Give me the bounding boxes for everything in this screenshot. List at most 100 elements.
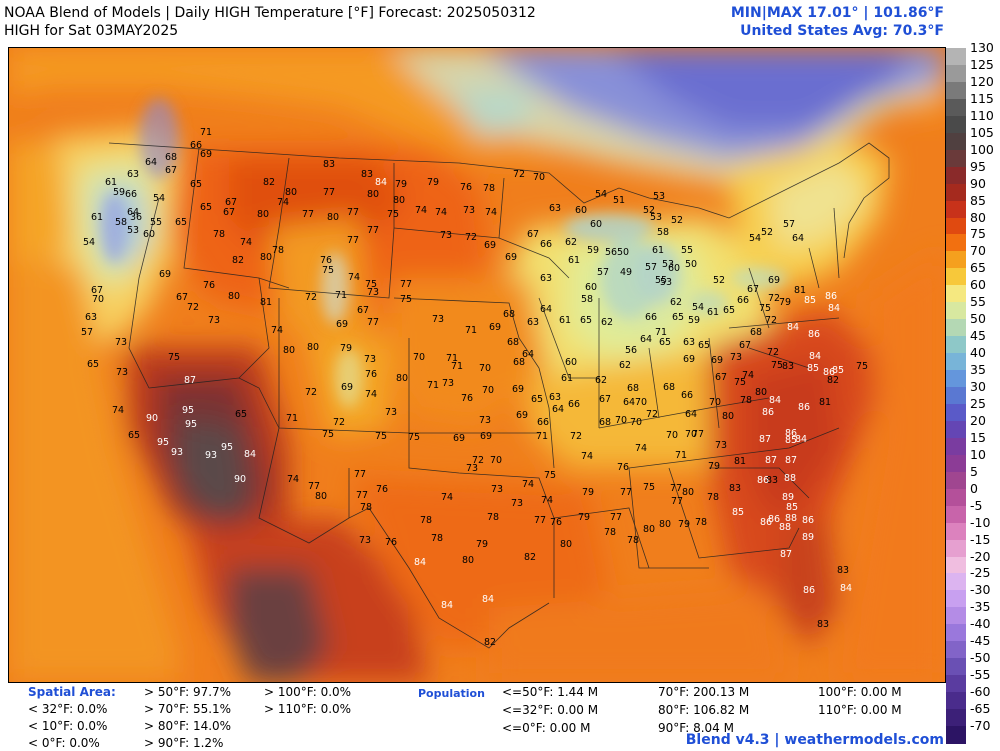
temperature-value-label: 61 <box>568 255 580 266</box>
temperature-value-label: 69 <box>200 149 212 160</box>
temperature-value-label: 73 <box>715 440 727 451</box>
temperature-value-label: 59 <box>113 187 125 198</box>
temperature-value-label: 86 <box>803 585 815 596</box>
temperature-value-label: 53 <box>653 191 665 202</box>
colorbar: 130 125 120 115 110 105 100 95 90 85 80 75 70 65 60 55 5… <box>946 41 1000 744</box>
temperature-value-label: 70 <box>533 172 545 183</box>
colorbar-swatch <box>946 132 966 151</box>
temperature-value-label: 63 <box>683 337 695 348</box>
temperature-value-label: 66 <box>190 140 202 151</box>
temperature-value-label: 77 <box>323 187 335 198</box>
temperature-value-label: 84 <box>769 395 781 406</box>
temperature-value-label: 60 <box>585 282 597 293</box>
temperature-value-label: 74 <box>435 207 447 218</box>
colorbar-label: 20 <box>970 412 986 428</box>
temperature-value-label: 84 <box>441 600 453 611</box>
temperature-value-label: 65 <box>200 202 212 213</box>
colorbar-label: 5 <box>970 463 978 479</box>
temperature-value-label: 79 <box>427 177 439 188</box>
temperature-value-label: 78 <box>272 245 284 256</box>
temperature-value-label: 80 <box>659 519 671 530</box>
temperature-value-label: 81 <box>260 297 272 308</box>
colorbar-swatch <box>946 607 966 625</box>
colorbar-label: -30 <box>970 582 991 598</box>
colorbar-label: 110 <box>970 107 994 123</box>
temperature-value-label: 73 <box>463 205 475 216</box>
temperature-value-label: 86 <box>825 291 837 302</box>
temperature-value-label: 72 <box>570 431 582 442</box>
colorbar-label: 95 <box>970 158 986 174</box>
temperature-value-label: 69 <box>341 382 353 393</box>
temperature-value-label: 72 <box>513 169 525 180</box>
colorbar-label: 125 <box>970 56 994 72</box>
temperature-value-label: 73 <box>511 498 523 509</box>
temperature-value-label: 86 <box>823 367 835 378</box>
temperature-value-label: 65 <box>580 315 592 326</box>
temperature-value-label: 84 <box>840 583 852 594</box>
spatial-stat: > 70°F: 55.1% <box>144 702 232 716</box>
temperature-value-label: 71 <box>200 127 212 138</box>
temperature-value-label: 77 <box>534 515 546 526</box>
temperature-value-label: 79 <box>582 487 594 498</box>
temperature-value-label: 75 <box>322 429 334 440</box>
temperature-value-label: 71 <box>335 290 347 301</box>
temperature-value-label: 80 <box>560 539 572 550</box>
temperature-value-label: 75 <box>387 209 399 220</box>
temperature-value-label: 66 <box>568 399 580 410</box>
temperature-value-label: 79 <box>476 539 488 550</box>
temperature-value-label: 84 <box>828 303 840 314</box>
temperature-value-label: 64 <box>623 397 635 408</box>
colorbar-swatch <box>946 64 966 83</box>
temperature-value-label: 79 <box>779 297 791 308</box>
temperature-value-label: 87 <box>184 375 196 386</box>
temperature-value-label: 80 <box>755 387 767 398</box>
temperature-value-label: 66 <box>125 189 137 200</box>
temperature-value-label: 69 <box>489 322 501 333</box>
temperature-value-label: 63 <box>127 169 139 180</box>
temperature-value-label: 84 <box>414 557 426 568</box>
temperature-value-label: 82 <box>827 375 839 386</box>
colorbar-label: 35 <box>970 362 986 378</box>
temperature-value-label: 95 <box>185 419 197 430</box>
temperature-value-label: 74 <box>277 197 289 208</box>
temperature-value-label: 61 <box>91 212 103 223</box>
temperature-value-label: 77 <box>367 317 379 328</box>
colorbar-label: -60 <box>970 684 991 700</box>
temperature-value-label: 67 <box>176 292 188 303</box>
temperature-value-label: 74 <box>365 389 377 400</box>
temperature-value-label: 86 <box>757 475 769 486</box>
temperature-value-label: 78 <box>213 229 225 240</box>
temperature-value-label: 80 <box>307 342 319 353</box>
temperature-value-label: 78 <box>695 517 707 528</box>
temperature-value-label: 62 <box>565 237 577 248</box>
colorbar-label: 10 <box>970 446 986 462</box>
temperature-value-label: 74 <box>287 474 299 485</box>
temperature-value-label: 73 <box>730 352 742 363</box>
temperature-value-label: 73 <box>359 535 371 546</box>
temperature-value-label: 55 <box>655 275 667 286</box>
temperature-value-label: 95 <box>157 437 169 448</box>
temperature-value-label: 70 <box>615 415 627 426</box>
colorbar-label: 50 <box>970 311 986 327</box>
temperature-value-label: 74 <box>348 272 360 283</box>
temperature-value-label: 60 <box>565 357 577 368</box>
spatial-stat: > 80°F: 14.0% <box>144 719 232 733</box>
temperature-value-label: 79 <box>395 179 407 190</box>
temperature-value-label: 95 <box>182 405 194 416</box>
temperature-value-label: 76 <box>376 484 388 495</box>
colorbar-label: -50 <box>970 650 991 666</box>
temperature-value-label: 88 <box>784 473 796 484</box>
colorbar-swatch <box>946 183 966 202</box>
spatial-stat: > 90°F: 1.2% <box>144 736 224 750</box>
colorbar-label: 65 <box>970 260 986 276</box>
temperature-value-label: 75 <box>759 303 771 314</box>
temperature-value-label: 70 <box>482 385 494 396</box>
temperature-value-label: 77 <box>347 235 359 246</box>
temperature-value-label: 83 <box>766 475 778 486</box>
temperature-value-label: 72 <box>305 387 317 398</box>
colorbar-swatch <box>946 319 966 337</box>
temperature-value-label: 64 <box>792 233 804 244</box>
temperature-value-label: 80 <box>722 411 734 422</box>
temperature-value-label: 78 <box>420 515 432 526</box>
